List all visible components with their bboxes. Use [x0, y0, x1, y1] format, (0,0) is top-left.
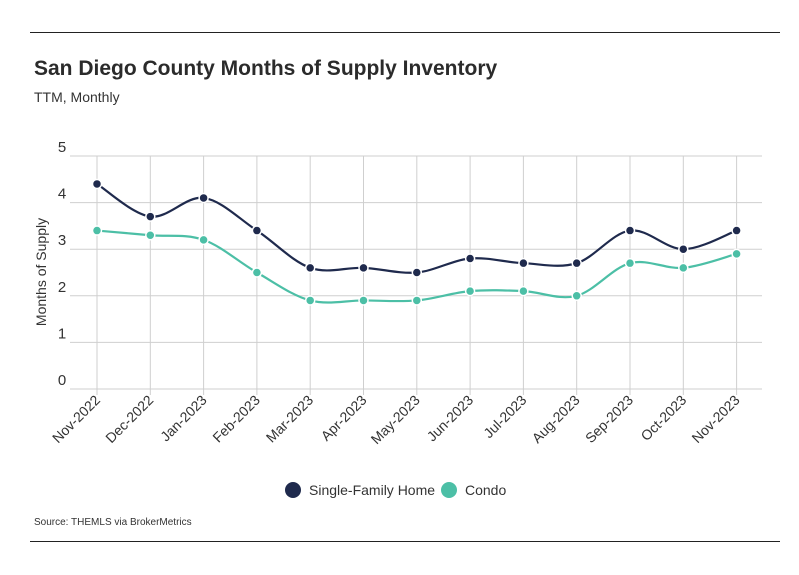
grid-lines	[70, 155, 762, 395]
data-point-single-family	[198, 192, 209, 204]
data-point-condo	[731, 248, 742, 260]
x-tick-label: Feb-2023	[209, 392, 263, 446]
data-point-condo	[251, 267, 263, 278]
y-tick-label: 0	[58, 372, 66, 389]
legend-label-condo: Condo	[465, 482, 507, 498]
x-tick-label: Aug-2023	[529, 392, 583, 446]
x-tick-label: Jun-2023	[424, 392, 477, 445]
data-point-condo	[91, 225, 103, 236]
y-axis-label: Months of Supply	[33, 218, 49, 326]
data-point-condo	[358, 295, 369, 306]
x-tick-label: Mar-2023	[263, 392, 317, 446]
data-point-condo	[145, 229, 156, 241]
legend-item-condo[interactable]: Condo	[441, 482, 506, 498]
data-point-single-family	[145, 211, 156, 222]
y-tick-labels: 0 1 2 3 4 5	[58, 139, 66, 389]
data-point-condo	[464, 285, 476, 297]
source-note: Source: THEMLS via BrokerMetrics	[34, 517, 192, 528]
data-point-single-family	[358, 262, 369, 274]
x-tick-label: Sep-2023	[582, 392, 636, 446]
data-point-single-family	[624, 225, 636, 236]
series-points	[91, 178, 742, 306]
data-point-condo	[198, 234, 209, 246]
x-tick-label: Dec-2022	[102, 392, 156, 446]
x-tick-label: Oct-2023	[637, 392, 689, 444]
y-tick-label: 1	[58, 325, 66, 342]
chart-subtitle: TTM, Monthly	[34, 89, 120, 105]
data-point-single-family	[571, 257, 582, 269]
y-tick-label: 2	[58, 279, 66, 296]
x-tick-label: Jan-2023	[157, 392, 210, 445]
x-tick-label: Jul-2023	[480, 392, 529, 441]
chart-title: San Diego County Months of Supply Invent…	[34, 57, 498, 80]
x-tick-label: Apr-2023	[318, 392, 370, 444]
legend-marker-condo	[441, 482, 457, 498]
data-point-single-family	[251, 225, 263, 236]
data-point-condo	[411, 295, 423, 306]
data-point-single-family	[304, 262, 316, 274]
x-tick-label: May-2023	[368, 392, 423, 447]
top-rule	[30, 32, 780, 33]
data-point-condo	[678, 262, 689, 274]
legend-item-single-family[interactable]: Single-Family Home	[285, 482, 435, 498]
data-point-condo	[571, 290, 582, 302]
data-point-single-family	[91, 178, 103, 190]
bottom-rule	[30, 541, 780, 542]
legend-label-single-family: Single-Family Home	[309, 482, 436, 498]
x-tick-label: Nov-2022	[49, 392, 103, 446]
y-tick-label: 3	[58, 232, 66, 249]
y-tick-label: 5	[58, 139, 66, 156]
data-point-single-family	[678, 243, 689, 255]
y-tick-label: 4	[58, 186, 66, 203]
x-tick-label: Nov-2023	[688, 392, 742, 446]
data-point-single-family	[731, 225, 742, 236]
data-point-single-family	[464, 253, 476, 264]
data-point-condo	[518, 285, 529, 297]
x-tick-labels: Nov-2022 Dec-2022 Jan-2023 Feb-2023 Mar-2023…	[49, 392, 743, 447]
data-point-single-family	[411, 267, 423, 278]
data-point-single-family	[518, 257, 529, 269]
legend-marker-single-family	[285, 482, 301, 498]
data-point-condo	[304, 295, 316, 306]
data-point-condo	[624, 257, 636, 269]
